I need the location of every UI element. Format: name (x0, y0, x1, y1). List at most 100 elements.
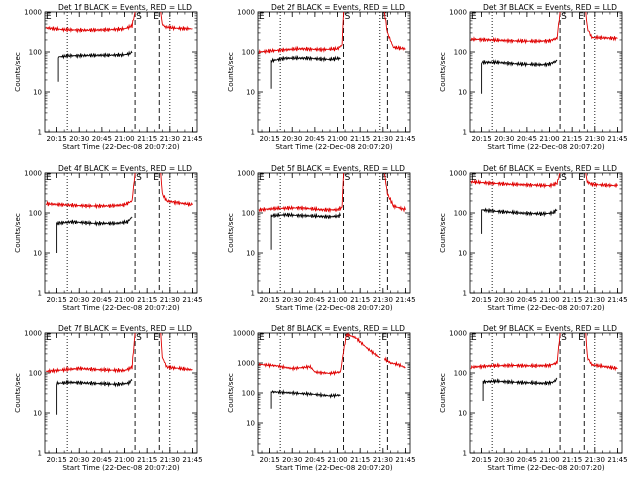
plot-frame (44, 332, 198, 454)
marker-e-label: E (259, 173, 265, 183)
events-series-line (482, 377, 558, 401)
lld-series-line (45, 172, 136, 210)
lld-series-line (383, 173, 406, 213)
y-tick-label: 1000 (237, 9, 255, 17)
y-tick-label: 10 (33, 89, 42, 97)
y-axis-label: Counts/sec (438, 213, 447, 253)
detector-panel: Det 3f BLACK = Events, RED = LLD 1 10 100 10… (438, 3, 628, 151)
detector-panel: Det 6f BLACK = Events, RED = LLD 1 10 100 10… (438, 164, 628, 312)
marker-e-label: E (153, 12, 159, 22)
events-series-line (270, 54, 341, 89)
panel-title: Det 2f BLACK = Events, RED = LLD (271, 3, 405, 12)
x-tick-label: 20:30 (282, 135, 302, 143)
y-axis-label: Counts/sec (13, 373, 22, 413)
y-tick-label: 100 (454, 210, 467, 218)
lld-series-line (160, 332, 193, 372)
x-tick-label: 21:45 (395, 456, 415, 464)
lld-series-line (45, 11, 136, 34)
x-tick-label: 20:45 (92, 135, 112, 143)
x-tick-label: 20:45 (305, 135, 325, 143)
y-tick-label: 1000 (449, 170, 467, 178)
panel-title: Det 9f BLACK = Events, RED = LLD (483, 324, 617, 333)
x-tick-label: 21:00 (327, 135, 347, 143)
marker-s-label: S (136, 333, 142, 343)
x-tick-label: 21:30 (585, 135, 605, 143)
marker-e-label: E (46, 333, 52, 343)
y-tick-label: 100 (242, 49, 255, 57)
x-tick-label: 20:30 (494, 456, 514, 464)
detector-panel: Det 9f BLACK = Events, RED = LLD 1 10 100 10… (438, 324, 628, 472)
x-tick-label: 21:30 (160, 135, 180, 143)
x-axis-label: Start Time (22-Dec-08 20:07:20) (275, 142, 392, 151)
events-series-line (56, 216, 133, 253)
lld-series-line (160, 172, 193, 207)
detector-panel: Det 4f BLACK = Events, RED = LLD 1 10 100 10… (13, 164, 203, 312)
y-tick-label: 1000 (24, 170, 42, 178)
marker-s-label: S (136, 173, 142, 183)
x-axis-label: Start Time (22-Dec-08 20:07:20) (487, 142, 604, 151)
panel-title: Det 3f BLACK = Events, RED = LLD (483, 3, 617, 12)
x-tick-label: 21:00 (114, 135, 134, 143)
lld-series-line (585, 11, 618, 42)
lld-series-line (585, 172, 618, 189)
x-tick-label: 20:15 (259, 456, 279, 464)
marker-s-label: S (345, 12, 351, 22)
x-tick-label: 20:30 (69, 456, 89, 464)
x-tick-label: 21:45 (395, 135, 415, 143)
detector-panel: Det 2f BLACK = Events, RED = LLD 1 10 100 10… (226, 3, 416, 151)
y-tick-label: 1000 (24, 9, 42, 17)
x-tick-label: 21:30 (585, 456, 605, 464)
x-tick-label: 21:15 (350, 456, 370, 464)
y-tick-label: 100 (454, 370, 467, 378)
y-tick-label: 1000 (24, 330, 42, 338)
x-tick-label: 21:45 (182, 296, 202, 304)
y-tick-label: 1 (38, 290, 42, 298)
y-axis-label: Counts/sec (13, 52, 22, 92)
marker-e-label: E (578, 12, 584, 22)
x-tick-label: 20:45 (517, 135, 537, 143)
y-tick-label: 1 (251, 290, 255, 298)
plot-frame (469, 172, 623, 294)
marker-e-label: E (153, 173, 159, 183)
marker-e-label: E (471, 173, 477, 183)
x-axis-label: Start Time (22-Dec-08 20:07:20) (487, 303, 604, 312)
x-tick-label: 21:00 (327, 456, 347, 464)
x-tick-label: 21:30 (373, 456, 393, 464)
detector-panel: Det 8f BLACK = Events, RED = LLD 1 10 100 10… (226, 324, 416, 472)
panel-title: Det 4f BLACK = Events, RED = LLD (58, 164, 192, 173)
marker-e-label: E (578, 333, 584, 343)
marker-s-label: S (136, 12, 142, 22)
x-tick-label: 21:30 (160, 456, 180, 464)
lld-series-line (470, 172, 561, 189)
y-tick-label: 10 (33, 250, 42, 258)
lld-series-line (45, 332, 136, 375)
y-tick-label: 10 (246, 89, 255, 97)
x-axis-label: Start Time (22-Dec-08 20:07:20) (487, 463, 604, 472)
x-tick-label: 21:00 (114, 456, 134, 464)
marker-e-label: E (381, 173, 387, 183)
panel-title: Det 5f BLACK = Events, RED = LLD (271, 164, 405, 173)
plot-frame (469, 332, 623, 454)
y-tick-label: 1 (251, 129, 255, 137)
y-tick-label: 100 (242, 210, 255, 218)
lld-series-line (383, 356, 406, 369)
lld-series-line (585, 332, 618, 372)
marker-e-label: E (381, 333, 387, 343)
y-tick-label: 1 (463, 290, 467, 298)
x-tick-label: 20:45 (92, 296, 112, 304)
marker-e-label: E (381, 12, 387, 22)
events-series-line (481, 207, 558, 234)
events-series-line (481, 59, 558, 94)
x-axis-label: Start Time (22-Dec-08 20:07:20) (62, 303, 179, 312)
y-tick-label: 10 (458, 89, 467, 97)
panel-title: Det 6f BLACK = Events, RED = LLD (483, 164, 617, 173)
y-tick-label: 100 (454, 49, 467, 57)
x-tick-label: 21:45 (607, 135, 627, 143)
plot-frame (44, 11, 198, 133)
x-tick-label: 21:15 (350, 135, 370, 143)
x-tick-label: 20:30 (282, 456, 302, 464)
x-tick-label: 20:30 (494, 296, 514, 304)
marker-e-label: E (259, 12, 265, 22)
x-tick-label: 21:30 (373, 296, 393, 304)
